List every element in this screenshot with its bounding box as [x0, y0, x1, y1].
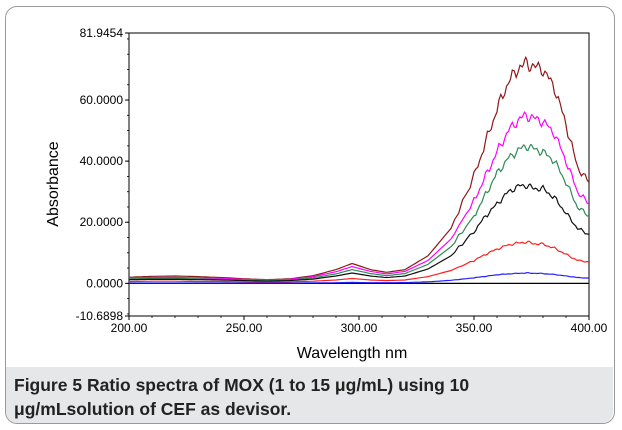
- figure-caption: Figure 5 Ratio spectra of MOX (1 to 15 μ…: [14, 373, 594, 421]
- y-tick-label: 60.0000: [80, 93, 124, 107]
- figure-label: Figure 5: [14, 375, 83, 395]
- x-tick-label: 400.00: [571, 321, 608, 335]
- chart: 200.00 250.00 300.00 350.00 400.00 81.9454 60.…: [45, 26, 608, 362]
- x-tick-label: 300.00: [341, 321, 378, 335]
- y-axis-label: Absorbance: [45, 141, 62, 226]
- series-line: [129, 271, 590, 284]
- caption-text: Ratio spectra of MOX (1 to 15 μg/mL) usi…: [14, 375, 470, 419]
- x-tick-label: 350.00: [456, 321, 493, 335]
- y-tick-label: 20.0000: [80, 215, 124, 229]
- y-tick-label: 0.0000: [86, 276, 123, 290]
- x-tick-label: 200.00: [111, 321, 148, 335]
- y-tick-label: 81.9454: [80, 26, 124, 40]
- caption-box: [6, 367, 613, 423]
- series-line: [129, 240, 590, 283]
- series-line: [129, 111, 590, 281]
- series-line: [128, 183, 590, 282]
- x-axis-label: Wavelength nm: [297, 345, 408, 362]
- series-line: [128, 55, 590, 281]
- y-tick-label: -10.6898: [76, 309, 124, 323]
- y-tick-label: 40.0000: [80, 154, 124, 168]
- x-tick-label: 250.00: [226, 321, 263, 335]
